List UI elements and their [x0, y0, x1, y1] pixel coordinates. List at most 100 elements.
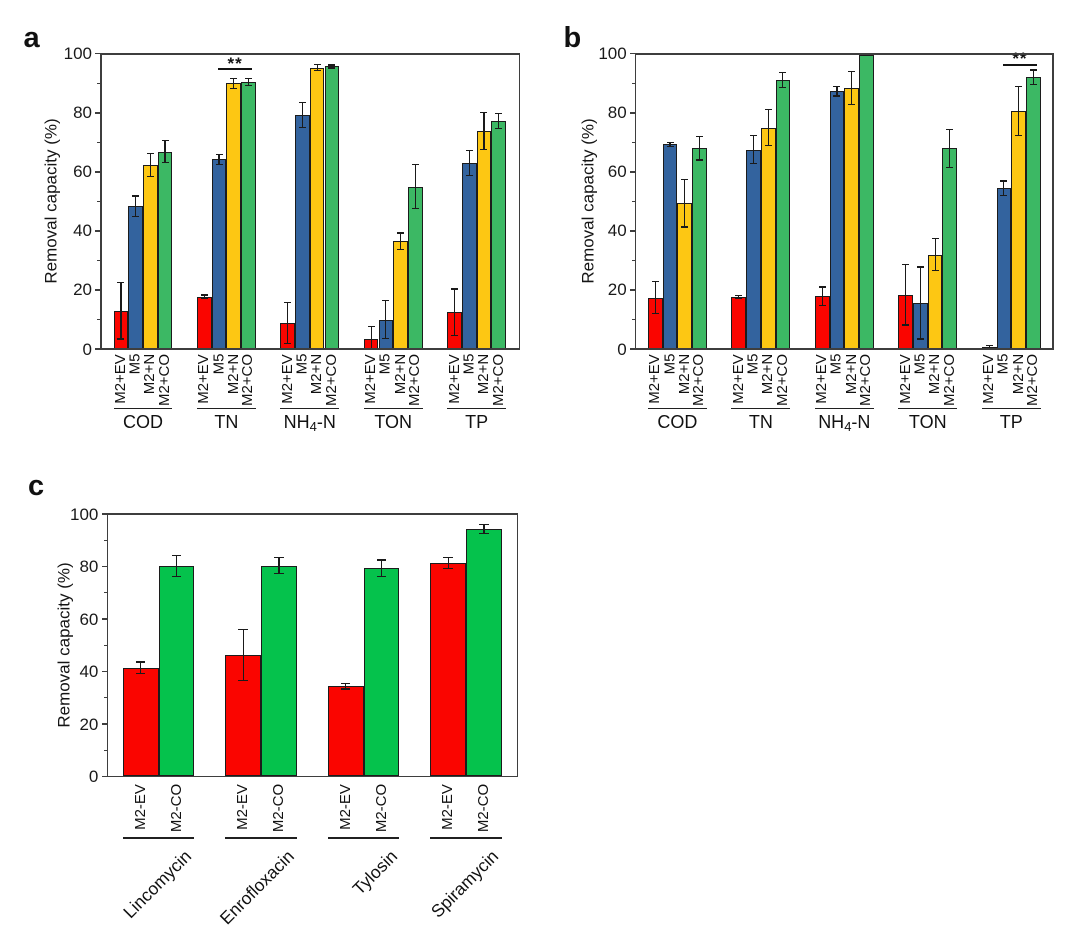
group-underline [447, 407, 506, 410]
group-label-subscript: 4 [844, 418, 852, 434]
y-tick-label: 20 [607, 280, 627, 300]
error-bar-whisker [498, 113, 500, 129]
x-tick-label: M2-CO [475, 783, 493, 832]
bar-b-2-1 [731, 296, 747, 349]
error-bar-cap [411, 207, 419, 210]
y-tick [101, 618, 108, 620]
error-bar-whisker [370, 326, 372, 349]
error-bar-cap [135, 661, 146, 663]
error-bar-cap [376, 576, 387, 578]
error-bar-cap [495, 127, 503, 130]
error-bar-cap [916, 338, 924, 340]
y-minor-tick [97, 318, 101, 321]
x-tick-label: M2-EV [439, 783, 457, 830]
group-underline [113, 407, 173, 410]
error-bar-cap [244, 84, 252, 86]
error-bar-cap [244, 77, 252, 79]
y-tick-label: 40 [79, 662, 99, 681]
error-bar-whisker [752, 135, 755, 164]
error-bar-cap [902, 324, 910, 326]
y-tick-label: 100 [63, 44, 92, 64]
error-bar-cap [230, 87, 238, 89]
error-bar-cap [465, 175, 473, 177]
y-tick [101, 723, 108, 725]
error-bar-cap [1029, 84, 1037, 86]
error-bar-whisker [120, 282, 122, 339]
error-bar-whisker [738, 295, 740, 298]
axis-frame-left [100, 53, 102, 350]
error-bar-cap [862, 54, 870, 57]
error-bar-cap [171, 555, 182, 557]
error-bar-whisker [851, 71, 853, 105]
group-underline [731, 407, 791, 410]
error-bar-cap [274, 556, 284, 559]
error-bar-cap [479, 532, 489, 534]
error-bar-cap [651, 280, 659, 282]
error-bar-cap [480, 111, 488, 114]
group-underline [363, 407, 423, 410]
x-tick-label: M2-EV [336, 783, 354, 830]
error-bar-cap [480, 149, 488, 151]
error-bar-cap [1000, 180, 1008, 182]
significance-bracket [1002, 63, 1038, 66]
x-tick-label: M2+CO [1024, 353, 1042, 406]
error-bar-whisker [135, 196, 137, 217]
error-bar-cap [340, 682, 351, 684]
error-bar-cap [200, 294, 208, 296]
group-label-text: -N [851, 411, 871, 432]
error-bar-whisker [242, 629, 244, 681]
error-bar-cap [215, 154, 223, 156]
error-bar-cap [146, 175, 154, 177]
y-tick [94, 171, 101, 173]
group-label-text: -N [316, 411, 336, 432]
error-bar-cap [695, 159, 703, 161]
error-bar-cap [833, 95, 841, 97]
error-bar-cap [495, 112, 503, 114]
bar-a-3-4 [324, 66, 340, 349]
error-bar-cap [818, 304, 826, 306]
y-minor-tick [104, 592, 108, 594]
group-underline [814, 407, 874, 410]
error-bar-whisker [164, 140, 166, 163]
error-bar-cap [132, 216, 140, 218]
axis-frame-left [634, 53, 637, 350]
group-underline [122, 837, 195, 839]
error-bar-cap [313, 70, 321, 72]
error-bar-cap [750, 163, 757, 165]
error-bar-cap [171, 576, 182, 578]
axis-frame-right [518, 53, 521, 350]
y-tick [94, 348, 101, 350]
x-tick-label: M2-CO [372, 783, 390, 832]
bar-b-4-4 [942, 148, 958, 349]
group-label-text: TN [214, 411, 239, 432]
error-bar-cap [779, 71, 787, 73]
error-bar-cap [230, 77, 238, 79]
y-tick [629, 289, 636, 291]
error-bar-cap [916, 266, 924, 268]
y-axis-title: Removal capacity (%) [578, 118, 598, 285]
error-bar-cap [848, 103, 856, 105]
error-bar-cap [1015, 85, 1023, 87]
y-minor-tick [632, 82, 636, 84]
group-label: Spiramycin [427, 845, 503, 921]
x-tick-label: M2+CO [773, 353, 791, 406]
error-bar-cap [328, 67, 336, 69]
bar-a-5-2 [461, 163, 477, 349]
error-bar-whisker [380, 559, 383, 577]
error-bar-whisker [919, 266, 922, 339]
error-bar-cap [132, 195, 140, 197]
group-label: TP [941, 412, 1080, 432]
y-tick-label: 100 [70, 504, 99, 524]
error-bar-cap [465, 149, 473, 151]
y-tick-label: 60 [79, 609, 99, 629]
error-bar-cap [274, 573, 284, 575]
error-bar-cap [750, 134, 757, 137]
group-label-subscript: 4 [309, 418, 317, 434]
error-bar-whisker [287, 302, 289, 344]
group-underline [430, 837, 502, 839]
error-bar-cap [818, 286, 826, 288]
bar-b-5-4 [1025, 77, 1041, 349]
error-bar-whisker [865, 53, 867, 56]
error-bar-whisker [684, 179, 686, 228]
y-tick-label: 0 [617, 339, 627, 359]
